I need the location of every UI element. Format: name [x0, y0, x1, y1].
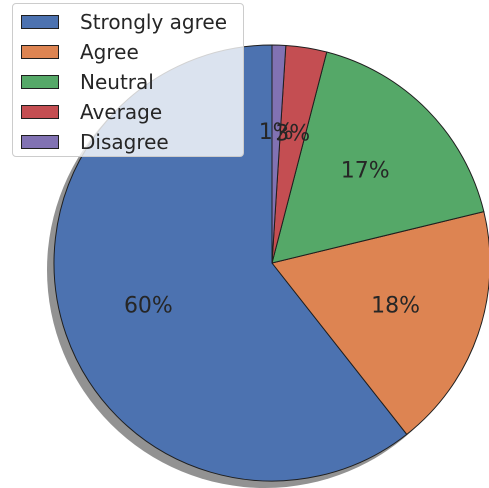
pct-label-neutral: 17%: [341, 159, 390, 184]
legend-item-disagree: Disagree: [21, 130, 169, 154]
legend-swatch-strongly-agree: [21, 15, 59, 29]
pct-label-disagree: 1%: [259, 120, 294, 145]
legend-item-average: Average: [21, 100, 162, 124]
pie-slice-agree: [271, 211, 489, 435]
legend-label-neutral: Neutral: [80, 70, 154, 94]
legend-label-average: Average: [80, 100, 163, 124]
legend-swatch-disagree: [21, 135, 59, 149]
legend-swatch-neutral: [21, 75, 59, 89]
legend-item-agree: Agree: [21, 40, 139, 64]
pct-label-average: 3%: [275, 121, 310, 146]
legend-label-disagree: Disagree: [80, 130, 169, 154]
pie-slice-disagree: [271, 44, 287, 264]
legend-label-agree: Agree: [80, 40, 139, 64]
legend-swatch-average: [21, 105, 59, 119]
pie-percentage-labels: 60% 18% 17% 3%1%: [124, 120, 420, 319]
pct-label-strongly-agree: 60%: [124, 293, 173, 318]
pie-slice-neutral: [271, 51, 485, 264]
legend-swatch-agree: [21, 45, 59, 59]
pct-label-agree: 18%: [371, 293, 420, 318]
legend-item-neutral: Neutral: [21, 70, 154, 94]
chart-legend: Strongly agree Agree Neutral Average Dis…: [12, 3, 244, 157]
legend-label-strongly-agree: Strongly agree: [80, 10, 228, 34]
legend-item-strongly-agree: Strongly agree: [21, 10, 227, 34]
